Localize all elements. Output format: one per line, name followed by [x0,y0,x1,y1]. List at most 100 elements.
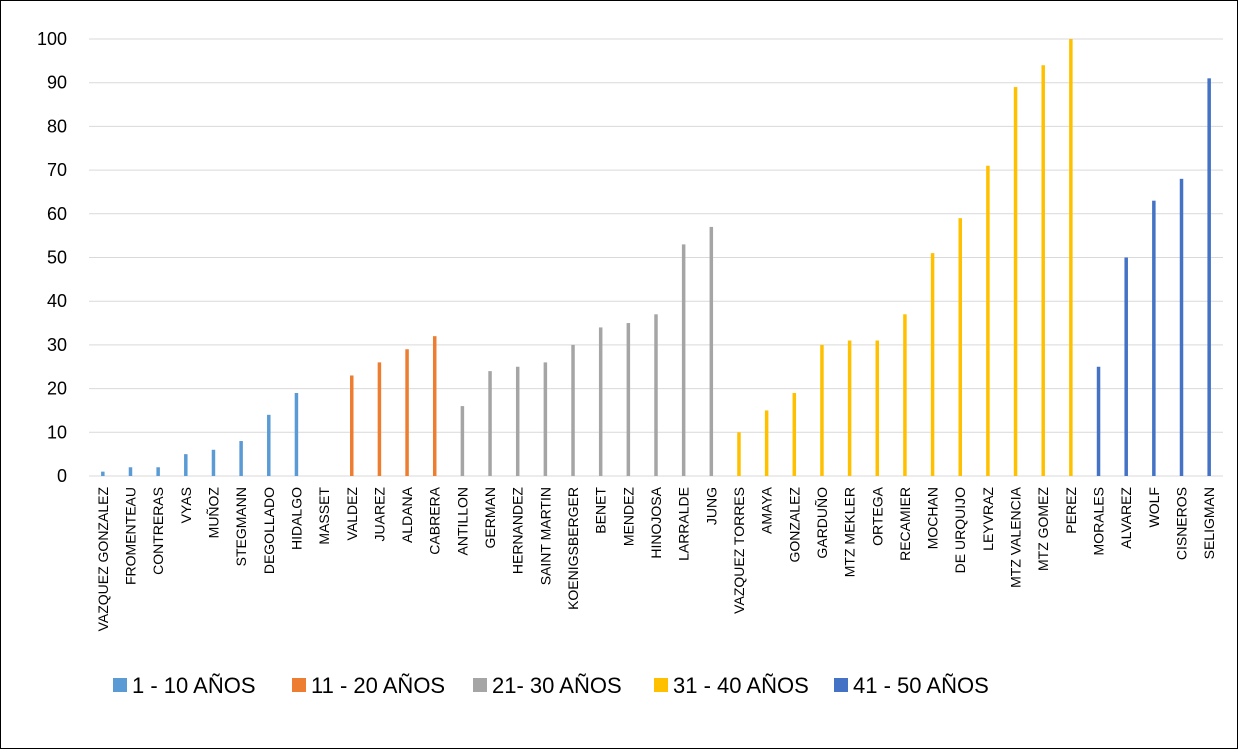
bar [377,362,382,476]
bar [101,471,105,476]
bar [847,340,852,476]
x-tick-label: JUAREZ [371,487,387,542]
y-axis-ticks: 0 10 20 30 40 50 60 70 80 90 100 [37,29,67,486]
y-tick-label: 70 [47,160,67,180]
legend-label: 31 - 40 AÑOS [673,673,809,698]
x-tick-label: WOLF [1146,487,1162,527]
x-tick-label: ANTILLON [454,487,470,555]
x-tick-label: DEGOLLADO [261,487,277,574]
bar [820,344,824,476]
x-tick-label: HINOJOSA [648,486,664,558]
bar [764,410,769,476]
bar [294,392,299,476]
bars [101,39,1211,477]
bar [239,441,243,476]
legend-swatch [654,678,668,692]
legend-item: 1 - 10 AÑOS [113,673,256,698]
x-tick-label: STEGMANN [233,487,249,566]
x-tick-label: HERNANDEZ [510,487,526,575]
legend-item: 21- 30 AÑOS [473,673,622,698]
bar [350,375,354,476]
bar [737,432,741,476]
x-tick-label: RECAMIER [897,487,913,561]
bar [184,454,188,476]
bar [792,392,797,476]
bar [571,344,575,476]
bar [681,244,686,476]
x-tick-label: SAINT MARTIN [537,487,553,585]
x-tick-label: MOCHAN [925,487,941,549]
y-tick-label: 30 [47,335,67,355]
legend: 1 - 10 AÑOS 11 - 20 AÑOS 21- 30 AÑOS 31 - 4… [113,673,989,698]
legend-swatch [113,678,127,692]
y-tick-label: 10 [47,422,67,442]
bar [267,414,271,476]
y-tick-label: 0 [57,466,67,486]
bar [1207,78,1211,476]
bar [986,165,990,477]
bar [405,349,409,476]
legend-item: 31 - 40 AÑOS [654,673,809,698]
x-tick-label: MTZ VALENCIA [1008,486,1024,588]
x-tick-label: AMAYA [759,486,775,534]
bar [654,314,658,476]
bar [903,314,907,476]
x-tick-label: VYAS [178,487,194,523]
x-tick-label: GONZALEZ [786,487,802,563]
x-tick-label: MUÑOZ [205,487,221,539]
x-tick-label: PEREZ [1063,487,1079,534]
x-tick-label: MORALES [1091,487,1107,555]
x-tick-label: DE URQUIJO [952,487,968,573]
x-tick-label: VALDEZ [344,487,360,541]
bar [598,327,603,476]
bar [930,253,935,476]
x-tick-label: CISNEROS [1174,487,1190,560]
legend-label: 11 - 20 AÑOS [311,673,445,698]
x-tick-label: VAZQUEZ GONZALEZ [95,487,111,632]
x-tick-label: FROMENTEAU [122,487,138,585]
x-tick-label: LARRALDE [676,487,692,561]
bar [1096,366,1101,476]
bar [211,449,216,476]
legend-swatch [292,678,306,692]
x-tick-label: CONTRERAS [150,487,166,575]
x-tick-label: HIDALGO [288,487,304,550]
x-tick-label: MENDEZ [620,487,636,547]
x-tick-label: GARDUÑO [814,487,830,559]
x-tick-label: JUNG [703,487,719,525]
bar [875,340,880,476]
gridlines [89,38,1223,477]
x-tick-label: ORTEGA [869,486,885,546]
bar [488,371,492,476]
x-tick-label: SELIGMAN [1201,487,1217,559]
bar [958,218,962,477]
x-tick-label: CABRERA [427,486,443,554]
legend-swatch [834,678,848,692]
bar [156,467,160,476]
x-tick-label: GERMAN [482,487,498,548]
x-tick-label: ALVAREZ [1118,487,1134,549]
x-axis-category-labels: VAZQUEZ GONZALEZ FROMENTEAU CONTRERAS VYAS M… [95,486,1217,631]
x-tick-label: BENET [593,487,609,534]
x-tick-label: KOENIGSBERGER [565,487,581,610]
x-tick-label: ALDANA [399,486,415,543]
y-tick-label: 20 [47,379,67,399]
x-tick-label: VAZQUEZ TORRES [731,487,747,614]
y-tick-label: 40 [47,291,67,311]
legend-item: 11 - 20 AÑOS [292,673,445,698]
legend-item: 41 - 50 AÑOS [834,673,989,698]
bar [515,366,520,476]
bar [1069,39,1073,476]
bar [128,467,133,476]
y-tick-label: 60 [47,204,67,224]
bar [1152,200,1156,476]
bar [1179,178,1184,476]
legend-label: 21- 30 AÑOS [492,673,622,698]
bar [1124,257,1128,476]
y-tick-label: 50 [47,248,67,268]
x-tick-label: MASSET [316,487,332,545]
bar [543,362,548,476]
y-tick-label: 80 [47,116,67,136]
x-tick-label: MTZ GOMEZ [1035,487,1051,571]
